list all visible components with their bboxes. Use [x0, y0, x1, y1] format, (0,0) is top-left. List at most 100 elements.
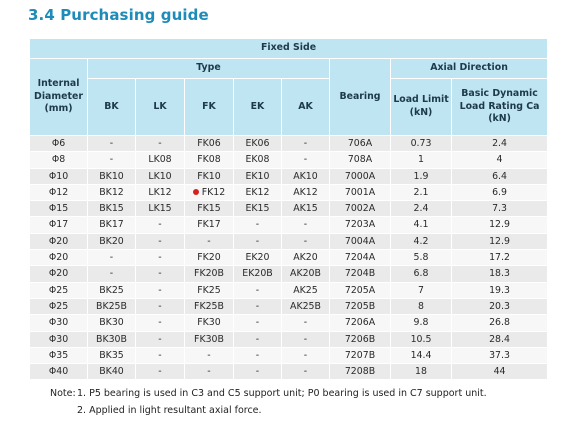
lk-cell: - [135, 330, 185, 348]
dynamic-load-cell: 12.9 [450, 232, 549, 251]
ek-cell: - [233, 314, 282, 332]
note-line-1: 1. P5 bearing is used in C3 and C5 suppo… [77, 388, 487, 399]
bearing-cell: 7203A [329, 216, 391, 234]
dynamic-load-cell: 20.3 [450, 297, 549, 316]
internal-diameter-header: Internal Diameter (mm) [29, 58, 88, 136]
internal-diameter-cell: Φ30 [29, 314, 88, 332]
load-limit-header: Load Limit (kN) [390, 78, 452, 136]
bk-cell: - [87, 265, 136, 283]
internal-diameter-cell: Φ8 [29, 151, 88, 169]
load-limit-cell: 1 [390, 151, 452, 169]
lk-cell: - [135, 232, 185, 251]
bearing-cell: 7001A [329, 183, 391, 202]
internal-diameter-cell: Φ25 [29, 297, 88, 316]
internal-diameter-cell: Φ6 [29, 134, 88, 153]
dynamic-load-cell: 6.4 [450, 167, 549, 185]
dynamic-load-cell: 7.3 [450, 200, 549, 218]
bearing-cell: 7207B [329, 346, 391, 365]
lk-cell: - [135, 363, 185, 381]
bearing-cell: 7000A [329, 167, 391, 185]
load-limit-cell: 4.1 [390, 216, 452, 234]
fk-cell: FK25B [184, 297, 234, 316]
bk-cell: BK30 [87, 314, 136, 332]
fk-cell: FK08 [184, 151, 234, 169]
dynamic-load-cell: 19.3 [450, 281, 549, 299]
table-row: Φ20- - FK20B EK20B AK20B 7204B 6.8 18.3 [29, 265, 549, 283]
dynamic-load-cell: 37.3 [450, 346, 549, 365]
fk-cell: FK06 [184, 134, 234, 153]
table-row: Φ20- - FK20 EK20 AK20 7204A 5.8 17.2 [29, 249, 549, 267]
table-row: Φ25 BK25- FK25- AK25 7205A 7 19.3 [29, 281, 549, 299]
dynamic-load-cell: 26.8 [450, 314, 549, 332]
ek-cell: EK12 [233, 183, 282, 202]
bearing-cell: 7205A [329, 281, 391, 299]
bk-cell: BK35 [87, 346, 136, 365]
bk-cell: BK20 [87, 232, 136, 251]
load-limit-cell: 5.8 [390, 249, 452, 267]
lk-cell: - [135, 265, 185, 283]
load-limit-cell: 18 [390, 363, 452, 381]
purchasing-guide-table: Fixed Side Internal Diameter (mm) Type B… [28, 38, 549, 381]
internal-diameter-cell: Φ12 [29, 183, 88, 202]
ak-cell: AK12 [281, 183, 330, 202]
table-row: Φ8- LK08 FK08 EK08-708A 1 4 [29, 151, 549, 169]
bearing-cell: 7004A [329, 232, 391, 251]
internal-diameter-cell: Φ40 [29, 363, 88, 381]
ak-cell: - [281, 346, 330, 365]
lk-cell: - [135, 249, 185, 267]
ak-cell: - [281, 134, 330, 153]
fk-cell: FK30B [184, 330, 234, 348]
axial-direction-header: Axial Direction [389, 58, 549, 79]
bk-cell: BK40 [87, 363, 136, 381]
fk-cell: - [184, 232, 234, 251]
ak-cell: AK15 [281, 200, 330, 218]
type-col-bk: BK [87, 78, 136, 136]
type-col-ak: AK [281, 78, 330, 136]
table-row: Φ20 BK20- - - -7004A 4.2 12.9 [29, 232, 549, 251]
dynamic-load-cell: 2.4 [450, 134, 549, 153]
ak-cell: - [281, 363, 330, 381]
load-limit-cell: 0.73 [390, 134, 452, 153]
dynamic-load-cell: 12.9 [450, 216, 549, 234]
highlight-dot-icon [192, 188, 199, 195]
lk-cell: LK12 [135, 183, 185, 202]
bearing-header: Bearing [329, 58, 391, 136]
fk-cell: FK17 [184, 216, 234, 234]
bk-cell: - [87, 249, 136, 267]
dynamic-load-header: Basic Dynamic Load Rating Ca (kN) [450, 78, 549, 136]
bk-cell: BK17 [87, 216, 136, 234]
fk-cell: FK15 [184, 200, 234, 218]
fk-cell: FK20B [184, 265, 234, 283]
load-limit-cell: 6.8 [390, 265, 452, 283]
dynamic-load-cell: 6.9 [450, 183, 549, 202]
type-header: Type [87, 58, 330, 79]
table-row: Φ15 BK15 LK15 FK15 EK15 AK15 7002A 2.4 7.3 [29, 200, 549, 218]
ak-cell: - [281, 216, 330, 234]
bk-cell: - [87, 151, 136, 169]
notes: Note: 1. P5 bearing is used in C3 and C5… [50, 386, 487, 419]
ek-cell: EK20 [233, 249, 282, 267]
load-limit-cell: 9.8 [390, 314, 452, 332]
internal-diameter-cell: Φ15 [29, 200, 88, 218]
table-row: Φ10 BK10 LK10 FK10 EK10 AK10 7000A 1.9 6.4 [29, 167, 549, 185]
lk-cell: - [135, 281, 185, 299]
load-limit-cell: 7 [390, 281, 452, 299]
fk-cell: FK30 [184, 314, 234, 332]
table-row: Φ35 BK35- - - -7207B 14.4 37.3 [29, 346, 549, 365]
ek-cell: EK10 [233, 167, 282, 185]
ak-cell: AK25B [281, 297, 330, 316]
table-row: Φ12 BK12 LK12 FK12 EK12 AK12 7001A 2.1 6.9 [29, 183, 549, 202]
bk-cell: BK30B [87, 330, 136, 348]
lk-cell: - [135, 346, 185, 365]
table-body: Φ6- - FK06 EK06-706A 0.73 2.4 Φ8- LK08 FK08 EK08-… [29, 134, 549, 381]
internal-diameter-cell: Φ25 [29, 281, 88, 299]
load-limit-cell: 2.1 [390, 183, 452, 202]
ak-cell: - [281, 314, 330, 332]
lk-cell: - [135, 297, 185, 316]
type-col-ek: EK [233, 78, 282, 136]
bk-cell: - [87, 134, 136, 153]
ek-cell: EK08 [233, 151, 282, 169]
load-limit-cell: 4.2 [390, 232, 452, 251]
bk-cell: BK15 [87, 200, 136, 218]
fk-cell: - [184, 363, 234, 381]
